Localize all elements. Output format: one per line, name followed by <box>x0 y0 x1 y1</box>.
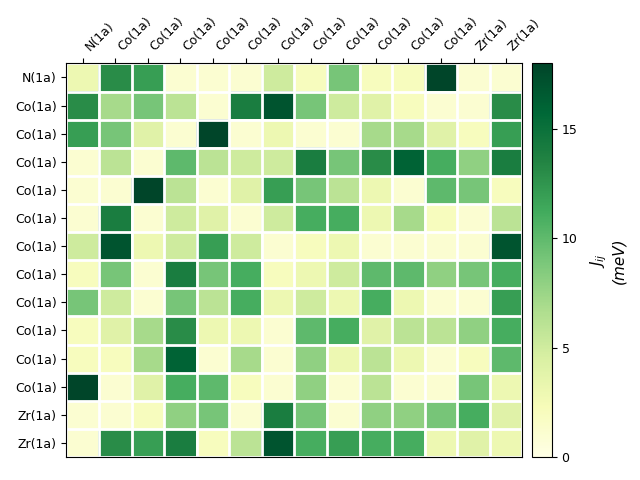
Y-axis label: $J_{ij}$
(meV): $J_{ij}$ (meV) <box>589 237 627 284</box>
